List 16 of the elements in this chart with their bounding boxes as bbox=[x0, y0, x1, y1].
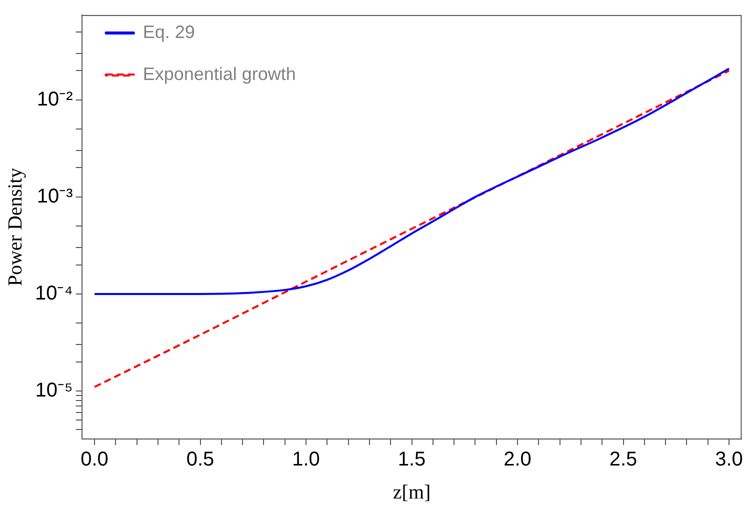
legend-label: Exponential growth bbox=[142, 64, 296, 84]
line-series bbox=[94, 68, 730, 295]
y-tick-label: 10⁻³ bbox=[36, 185, 74, 208]
x-axis-title: z[m] bbox=[392, 481, 431, 504]
legend-label: Eq. 29 bbox=[142, 22, 195, 42]
x-tick-label: 1.0 bbox=[292, 448, 320, 471]
y-axis-title: Power Density bbox=[4, 168, 26, 286]
y-tick-label: 10⁻² bbox=[36, 88, 74, 110]
y-tick-label: 10⁻⁵ bbox=[35, 380, 73, 402]
x-tick-label: 2.0 bbox=[504, 448, 532, 471]
x-tick-label: 3.0 bbox=[715, 448, 743, 471]
x-tick-label: 1.5 bbox=[398, 448, 426, 471]
x-tick-label: 0.5 bbox=[186, 448, 214, 471]
x-tick-label: 2.5 bbox=[609, 448, 638, 471]
y-tick-label: 10⁻⁴ bbox=[34, 282, 73, 304]
x-tick-label: 0.0 bbox=[80, 448, 108, 471]
